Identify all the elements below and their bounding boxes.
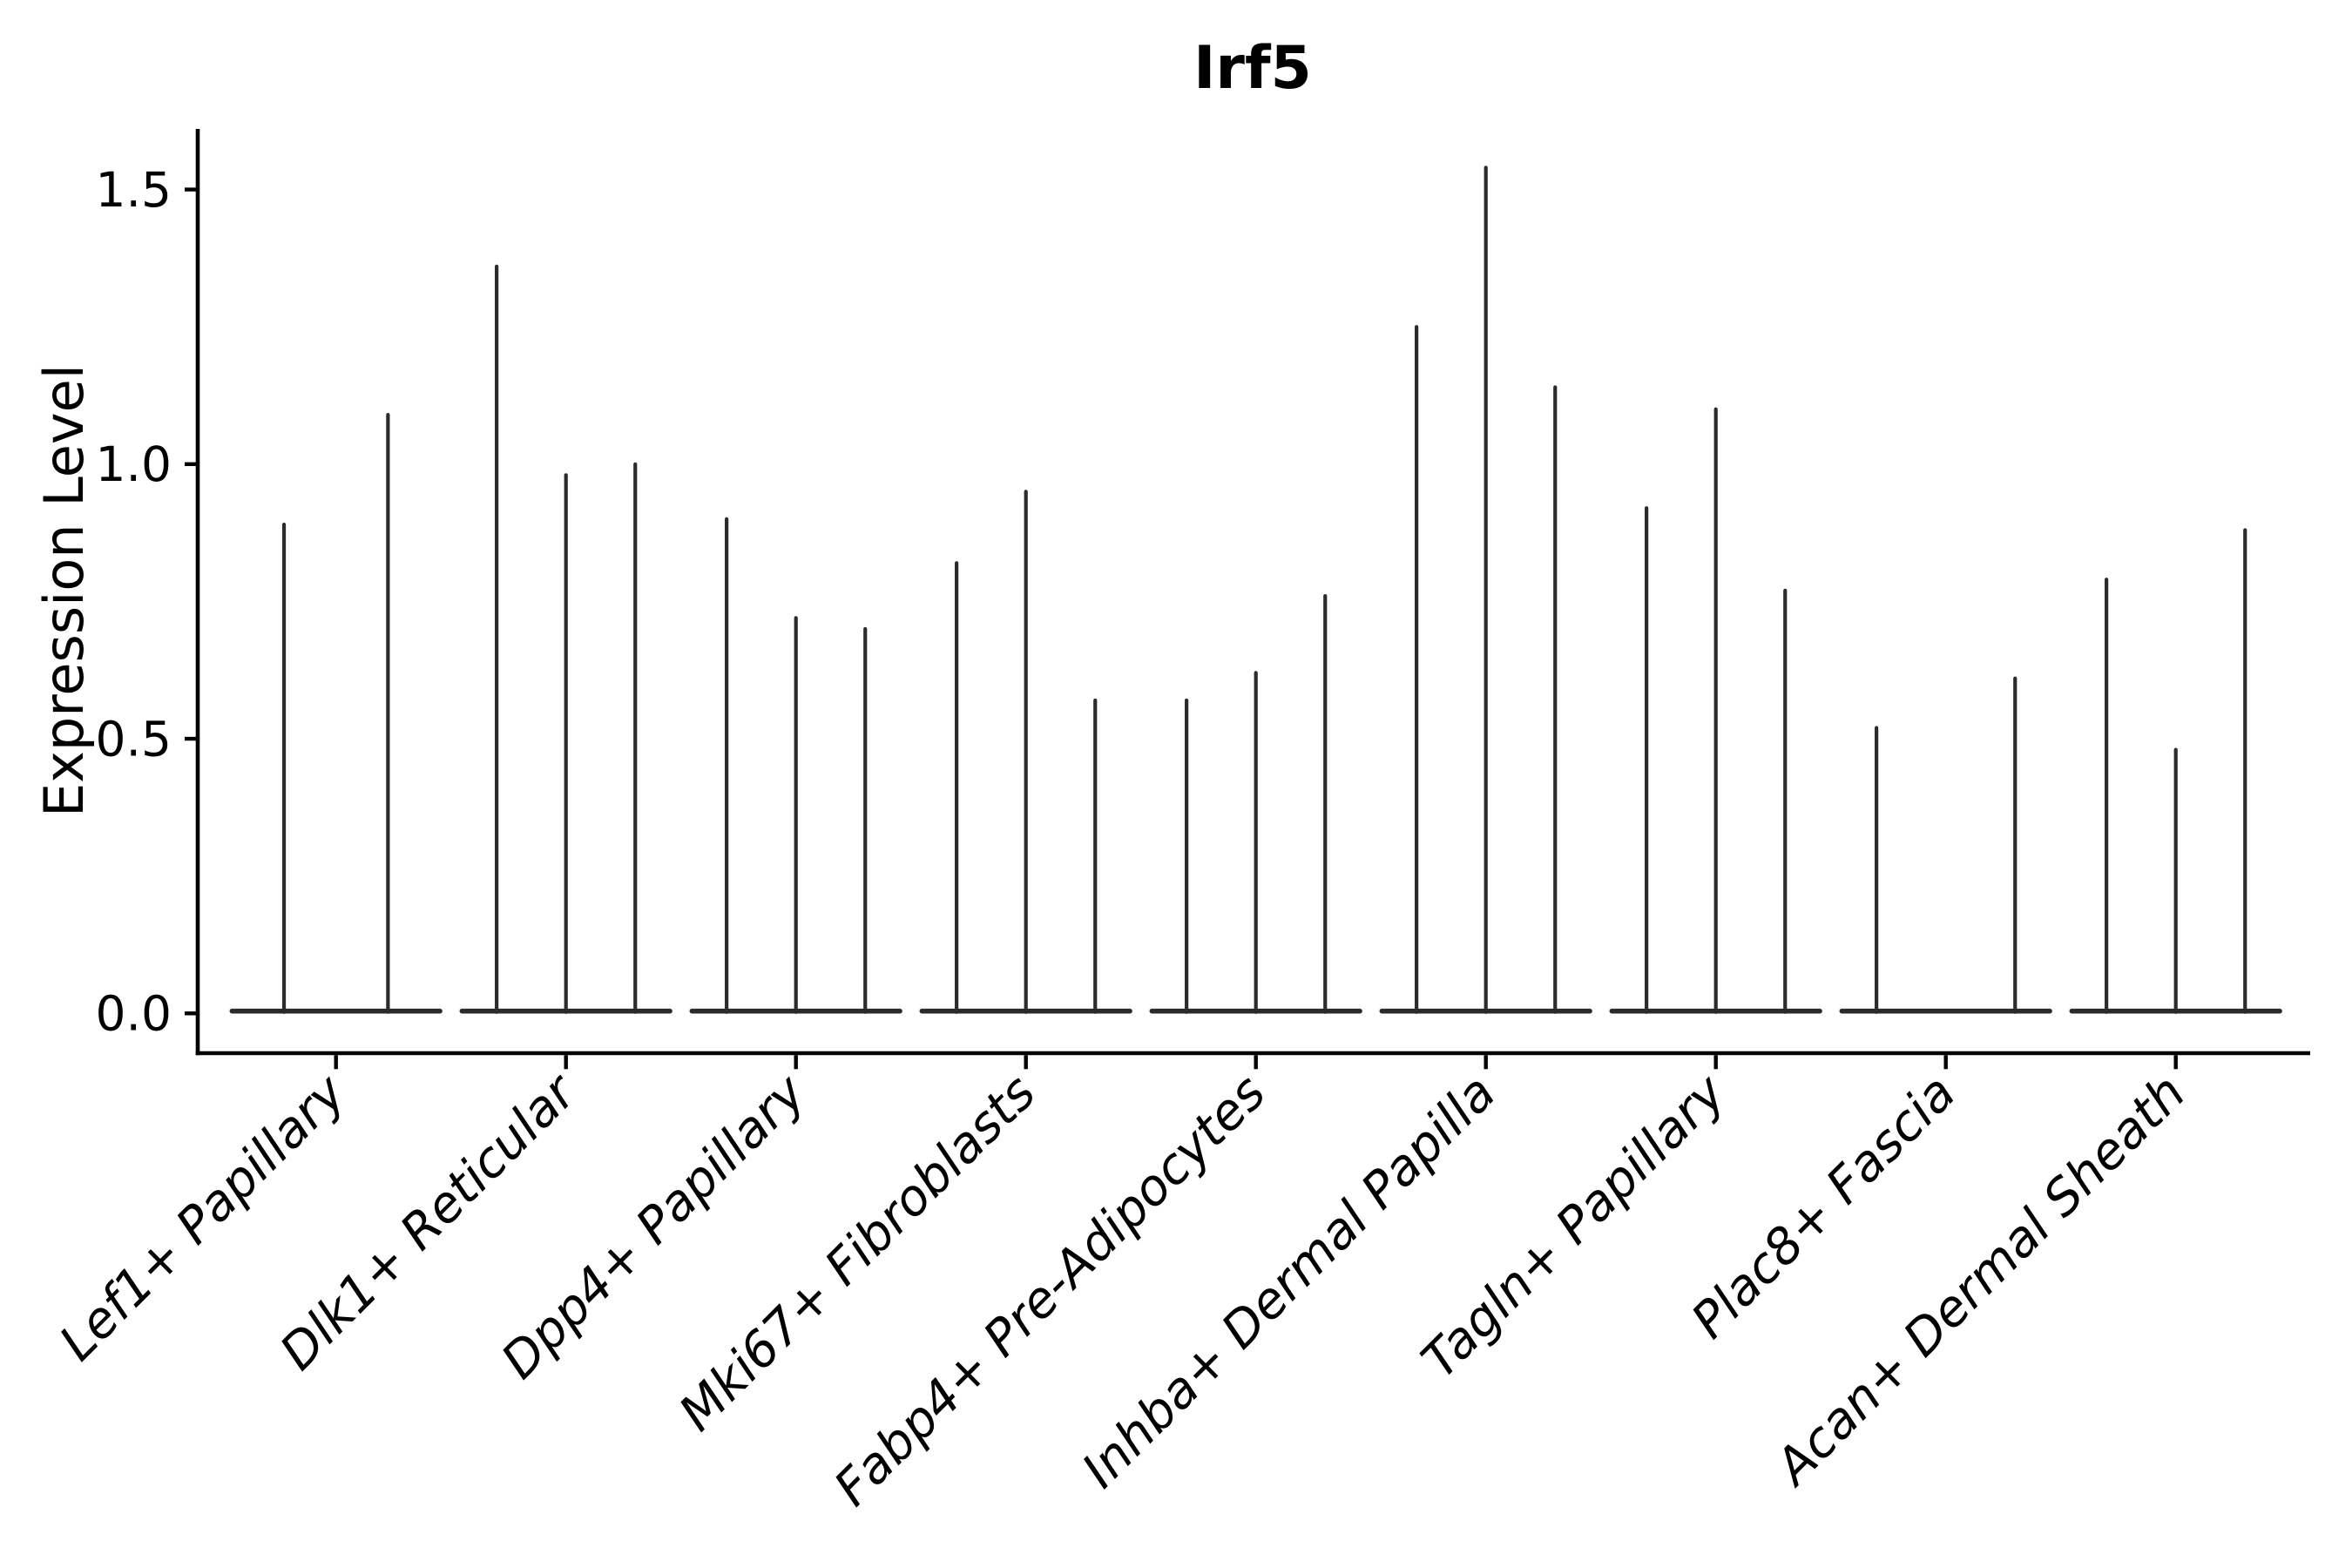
y-tick-label: 1.0 (96, 436, 172, 492)
y-axis-label: Expression Level (32, 364, 96, 817)
y-tick-label: 0.5 (96, 711, 172, 767)
violin-layer (229, 166, 2282, 1014)
x-tick-label: Inhba+ Dermal Papilla (1071, 1064, 1507, 1499)
y-tick-label: 1.5 (96, 162, 172, 218)
x-tick-label: Fabp4+ Pre-Adipocytes (823, 1064, 1276, 1517)
x-tick-label: Acan+ Dermal Sheath (1762, 1064, 2196, 1497)
y-tick-label: 0.0 (96, 986, 172, 1042)
plot-title: Irf5 (1193, 34, 1312, 103)
